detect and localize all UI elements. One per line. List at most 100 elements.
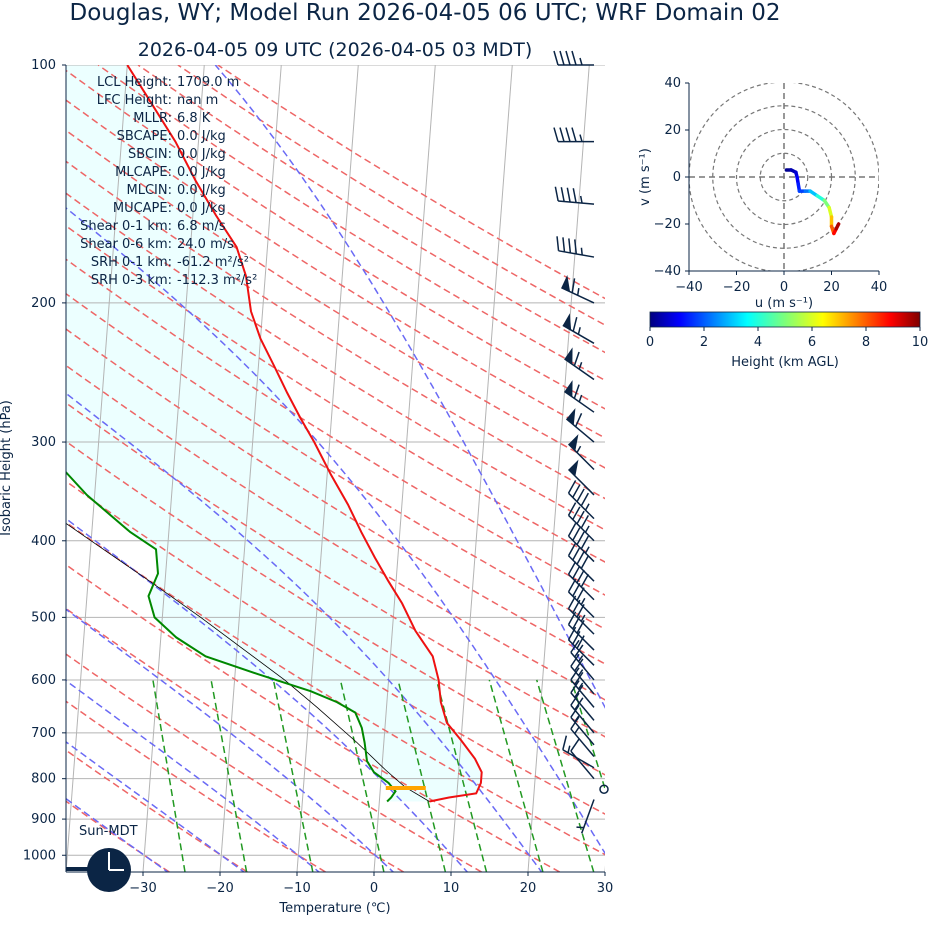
stat-label: MUCAPE: — [113, 201, 172, 216]
barb-full — [570, 716, 580, 730]
wind-barb — [562, 313, 595, 344]
dry-adiabat — [66, 258, 605, 596]
colorbar-tick-label: 4 — [754, 335, 762, 350]
dry-adiabat — [66, 192, 605, 531]
x-tick-label: 30 — [597, 881, 614, 896]
wind-barb — [564, 347, 595, 381]
barb-flag — [562, 313, 572, 331]
hodo-x-tick-label: 0 — [780, 280, 788, 295]
barb-full — [567, 561, 577, 575]
wind-barb — [554, 186, 595, 205]
colorbar-tick-label: 10 — [912, 335, 928, 350]
colorbar-label: Height (km AGL) — [731, 355, 839, 370]
barb-half — [584, 525, 590, 533]
wind-barbs — [553, 50, 609, 834]
stat-label: SBCIN: — [128, 147, 172, 162]
mixing-ratio-line — [210, 679, 248, 872]
mixing-ratio-line — [152, 679, 186, 872]
hodo-x-tick-label: 20 — [823, 280, 840, 295]
barb-half — [578, 394, 583, 403]
barb-full — [576, 531, 585, 545]
height-colorbar: 0 2 4 6 8 10 Height (km AGL) — [646, 311, 928, 370]
dry-adiabat — [66, 364, 605, 701]
wind-barb — [570, 653, 595, 695]
hodo-y-tick-label: 20 — [664, 123, 681, 138]
isotherm — [66, 65, 128, 872]
skewt-profiles — [66, 65, 483, 803]
barb-full — [560, 187, 565, 202]
dewpoint-profile — [66, 470, 397, 803]
barb-staff — [570, 750, 595, 780]
barb-full — [576, 620, 585, 634]
shaded-region — [66, 65, 482, 802]
barb-full — [572, 631, 581, 645]
stat-label: MLCAPE: — [115, 165, 172, 180]
barb-full — [576, 551, 585, 565]
barb-half — [580, 247, 583, 256]
barb-full — [571, 50, 577, 66]
stat-value: 0.0 J/kg — [177, 165, 226, 180]
stat-value: -112.3 m²/s² — [177, 273, 257, 288]
barb-half — [580, 597, 586, 606]
mixing-ratio-line — [570, 679, 605, 792]
stat-label: Shear 0-1 km: — [80, 219, 172, 234]
wind-barb — [570, 738, 595, 780]
barb-half — [584, 546, 590, 554]
figure-subtitle: 2026-04-05 09 UTC (2026-04-05 03 MDT) — [138, 39, 533, 61]
barb-full — [572, 599, 581, 614]
sounding-stats: LCL Height: 1709.0 m LFC Height: nan m MLLR:… — [80, 75, 257, 288]
barb-flag — [568, 434, 579, 451]
y-tick-label: 700 — [31, 726, 56, 741]
x-tick-label: −30 — [129, 881, 156, 896]
stat-value: nan m — [177, 93, 218, 108]
isotherm — [527, 65, 590, 872]
wind-barb — [599, 784, 609, 794]
colorbar-tick-label: 6 — [808, 335, 816, 350]
colorbar-tick-label: 2 — [700, 335, 708, 350]
barb-half — [584, 503, 590, 511]
stat-label: LFC Height: — [97, 93, 172, 108]
barb-flag — [564, 347, 573, 365]
barb-full — [580, 514, 589, 529]
hodo-segment — [834, 222, 841, 231]
hodo-y-label: v (m s⁻¹) — [638, 148, 653, 206]
barb-full — [572, 565, 581, 579]
wind-barb — [567, 542, 595, 582]
isotherm — [604, 865, 605, 872]
stat-label: MLCIN: — [127, 183, 172, 198]
x-tick-label: 10 — [443, 881, 460, 896]
dry-adiabat — [66, 440, 605, 776]
barb-full — [570, 704, 580, 718]
y-tick-labels: 100 200 300 400 500 600 700 800 900 1000 — [23, 58, 66, 863]
hodo-y-tick-label: 0 — [673, 170, 681, 185]
barb-full — [567, 578, 577, 593]
parcel-profile — [66, 522, 430, 802]
barb-full — [572, 546, 581, 561]
barb-full — [580, 492, 589, 507]
sun-label: Sun-MDT — [79, 824, 138, 839]
y-tick-label: 100 — [31, 58, 56, 73]
wind-barb — [568, 434, 595, 471]
clock-icon — [66, 848, 131, 892]
barb-full — [571, 278, 576, 293]
x-tick-label: 20 — [520, 881, 537, 896]
dry-adiabat — [66, 129, 605, 469]
hodo-ring — [712, 105, 856, 249]
moist-adiabat — [66, 207, 605, 855]
stat-value: 6.8 K — [177, 111, 211, 126]
wind-barb — [553, 50, 594, 66]
y-axis-label: Isobaric Height (hPa) — [0, 400, 14, 536]
barb-full — [574, 697, 584, 711]
x-axis-label: Temperature (℃) — [278, 901, 390, 916]
hodo-x-label: u (m s⁻¹) — [755, 296, 813, 311]
stat-value: 24.0 m/s — [177, 237, 234, 252]
barb-full — [580, 535, 589, 550]
barb-full — [576, 635, 585, 649]
dry-adiabat — [66, 99, 605, 439]
isotherm — [219, 65, 282, 872]
wind-barb — [561, 274, 595, 304]
barb-full — [567, 626, 577, 641]
hodograph-panel: −40 −20 0 20 40 −40 −20 0 20 40 u (m s⁻¹) v (m s⁻… — [638, 76, 887, 311]
wind-barb — [567, 480, 595, 520]
barb-staff — [568, 639, 595, 666]
